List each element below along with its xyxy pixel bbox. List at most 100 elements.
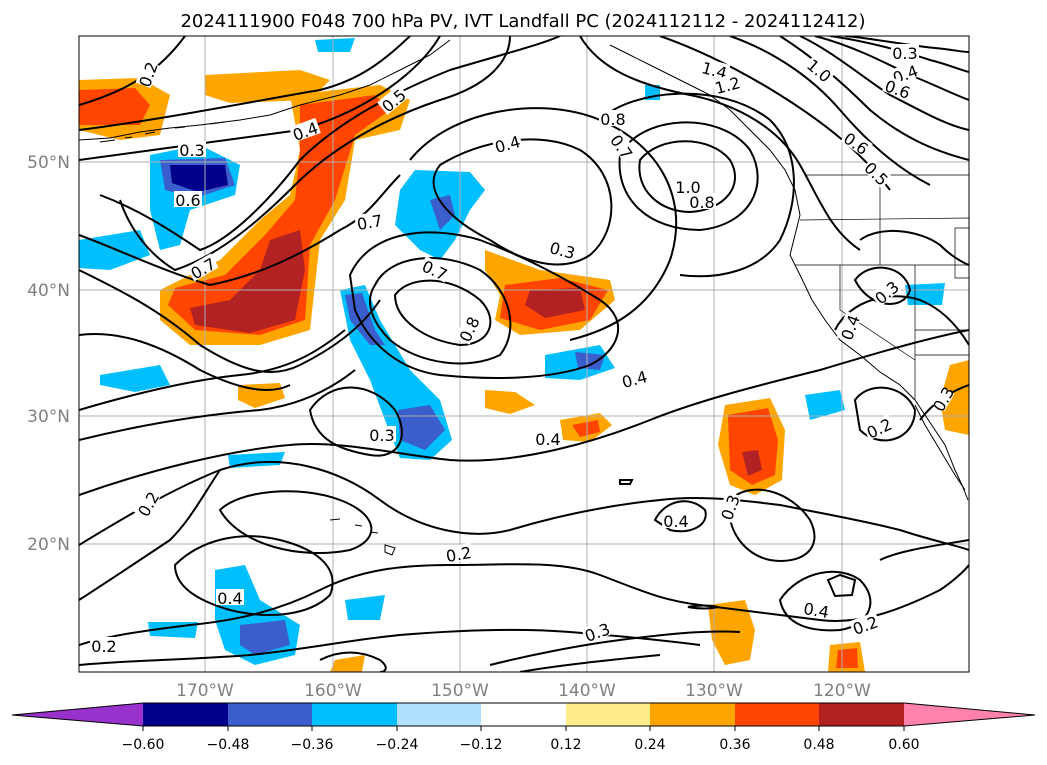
map-panel: 0.2 0.3 0.6 0.7 0.4 0.5 0.8 0.7 1.0 0.8 …	[79, 36, 969, 672]
latitude-labels: 50°N 40°N 30°N 20°N	[27, 153, 70, 555]
contour-line	[687, 604, 719, 610]
contour-line	[844, 36, 969, 53]
contour-line	[778, 570, 872, 632]
colorbar-segment	[228, 703, 312, 726]
contour-line	[79, 460, 969, 551]
colorbar-tick-label: 0.60	[888, 737, 919, 753]
contour-label: 0.4	[663, 512, 688, 531]
lon-label: 140°W	[558, 681, 616, 701]
shade-navy-nw	[170, 165, 228, 192]
colorbar-tick-label: −0.36	[291, 737, 334, 753]
shade-skyblue-small1	[100, 365, 170, 392]
shade-blue-ridge	[430, 195, 455, 230]
colorbar-segment	[312, 703, 397, 726]
contour-label: 0.3	[179, 141, 204, 160]
contour-label: 0.4	[535, 430, 560, 449]
lat-label: 50°N	[27, 153, 70, 173]
colorbar-tick-label: 0.48	[803, 737, 834, 753]
contour-line	[519, 654, 661, 672]
contour-line	[579, 36, 861, 251]
colorbar-extend-low	[12, 703, 143, 726]
colorbar-tick-label: −0.12	[460, 737, 503, 753]
lon-label: 160°W	[304, 681, 362, 701]
contour-line	[653, 500, 707, 533]
colorbar-tick-label: −0.48	[207, 737, 250, 753]
lon-label: 170°W	[176, 681, 234, 701]
shade-blue-center	[575, 352, 605, 370]
contour-line	[853, 386, 917, 442]
contour-label: 0.8	[689, 193, 714, 212]
contour-line	[729, 36, 931, 186]
map-title: 2024111900 F048 700 hPa PV, IVT Landfall…	[180, 11, 865, 32]
shade-skyblue-top	[315, 38, 355, 52]
shade-darkred-band	[190, 230, 305, 333]
contour-line	[619, 479, 634, 485]
longitude-labels: 170°W 160°W 150°W 140°W 130°W 120°W	[176, 681, 871, 701]
shade-orange-bottom	[330, 655, 365, 672]
shade-darkred-east	[742, 450, 762, 476]
contour-label: 0.3	[369, 426, 394, 445]
alaska-coast	[79, 39, 451, 141]
colorbar-segment	[481, 703, 566, 726]
contour-line	[99, 36, 561, 252]
contour-line	[79, 369, 356, 441]
colorbar-extend-high	[904, 703, 1035, 726]
contour-label: 0.2	[91, 637, 116, 656]
state-line-5	[914, 330, 969, 400]
lon-label: 120°W	[813, 681, 871, 701]
colorbar-segment	[819, 703, 904, 726]
colorbar: −0.60 −0.48 −0.36 −0.24 −0.12 0.12 0.24 …	[11, 702, 1036, 753]
contour-line	[369, 257, 512, 365]
contour-line	[859, 229, 969, 266]
contour-label: 1.0	[675, 178, 700, 197]
colorbar-segment	[735, 703, 819, 726]
contour-line	[119, 36, 511, 272]
shade-orange-small2	[485, 390, 535, 414]
shade-red-small3	[572, 420, 600, 437]
shade-red-nw	[79, 88, 150, 125]
contour-label: 0.7	[356, 211, 384, 234]
contour-line	[173, 535, 334, 616]
colorbar-tick-label: 0.24	[634, 737, 665, 753]
shade-blue-sw	[240, 620, 290, 655]
contour-line	[489, 630, 741, 666]
colorbar-tick-label: −0.60	[122, 737, 165, 753]
shade-red-east	[728, 408, 778, 485]
contour-line	[308, 386, 403, 457]
contour-line	[79, 269, 381, 373]
map-frame	[78, 35, 970, 673]
shade-skyblue-e	[805, 390, 845, 420]
shade-skyblue-s	[345, 595, 385, 620]
contour-line	[79, 329, 346, 411]
lon-label: 130°W	[685, 681, 743, 701]
colorbar-segment	[143, 703, 228, 726]
contour-line	[659, 36, 891, 191]
colorbar-segment	[650, 703, 735, 726]
contour-label: 0.3	[892, 44, 917, 63]
contour-line	[432, 138, 613, 266]
contour-line	[79, 333, 291, 391]
contour-label: 0.8	[600, 110, 625, 129]
colorbar-ticks	[142, 726, 905, 731]
contour-label: 0.4	[217, 589, 242, 608]
contour-line	[348, 231, 619, 379]
coastlines	[79, 39, 969, 556]
contour-line	[79, 174, 401, 287]
pv-shading	[79, 38, 969, 672]
contour-line	[829, 36, 969, 73]
shade-darkred-mid	[525, 288, 585, 318]
contour-line	[618, 121, 759, 232]
contour-line	[79, 329, 969, 496]
aleutians	[99, 121, 226, 143]
contour-label: 0.6	[175, 191, 200, 210]
contour-line	[779, 36, 969, 161]
lat-label: 40°N	[27, 281, 70, 301]
contour-line	[879, 539, 969, 561]
contour-line	[728, 488, 816, 562]
contour-line	[218, 490, 373, 554]
contour-line	[826, 573, 857, 598]
contour-label: 0.4	[802, 599, 830, 622]
contour-line	[79, 469, 221, 601]
state-line-3	[839, 265, 916, 361]
